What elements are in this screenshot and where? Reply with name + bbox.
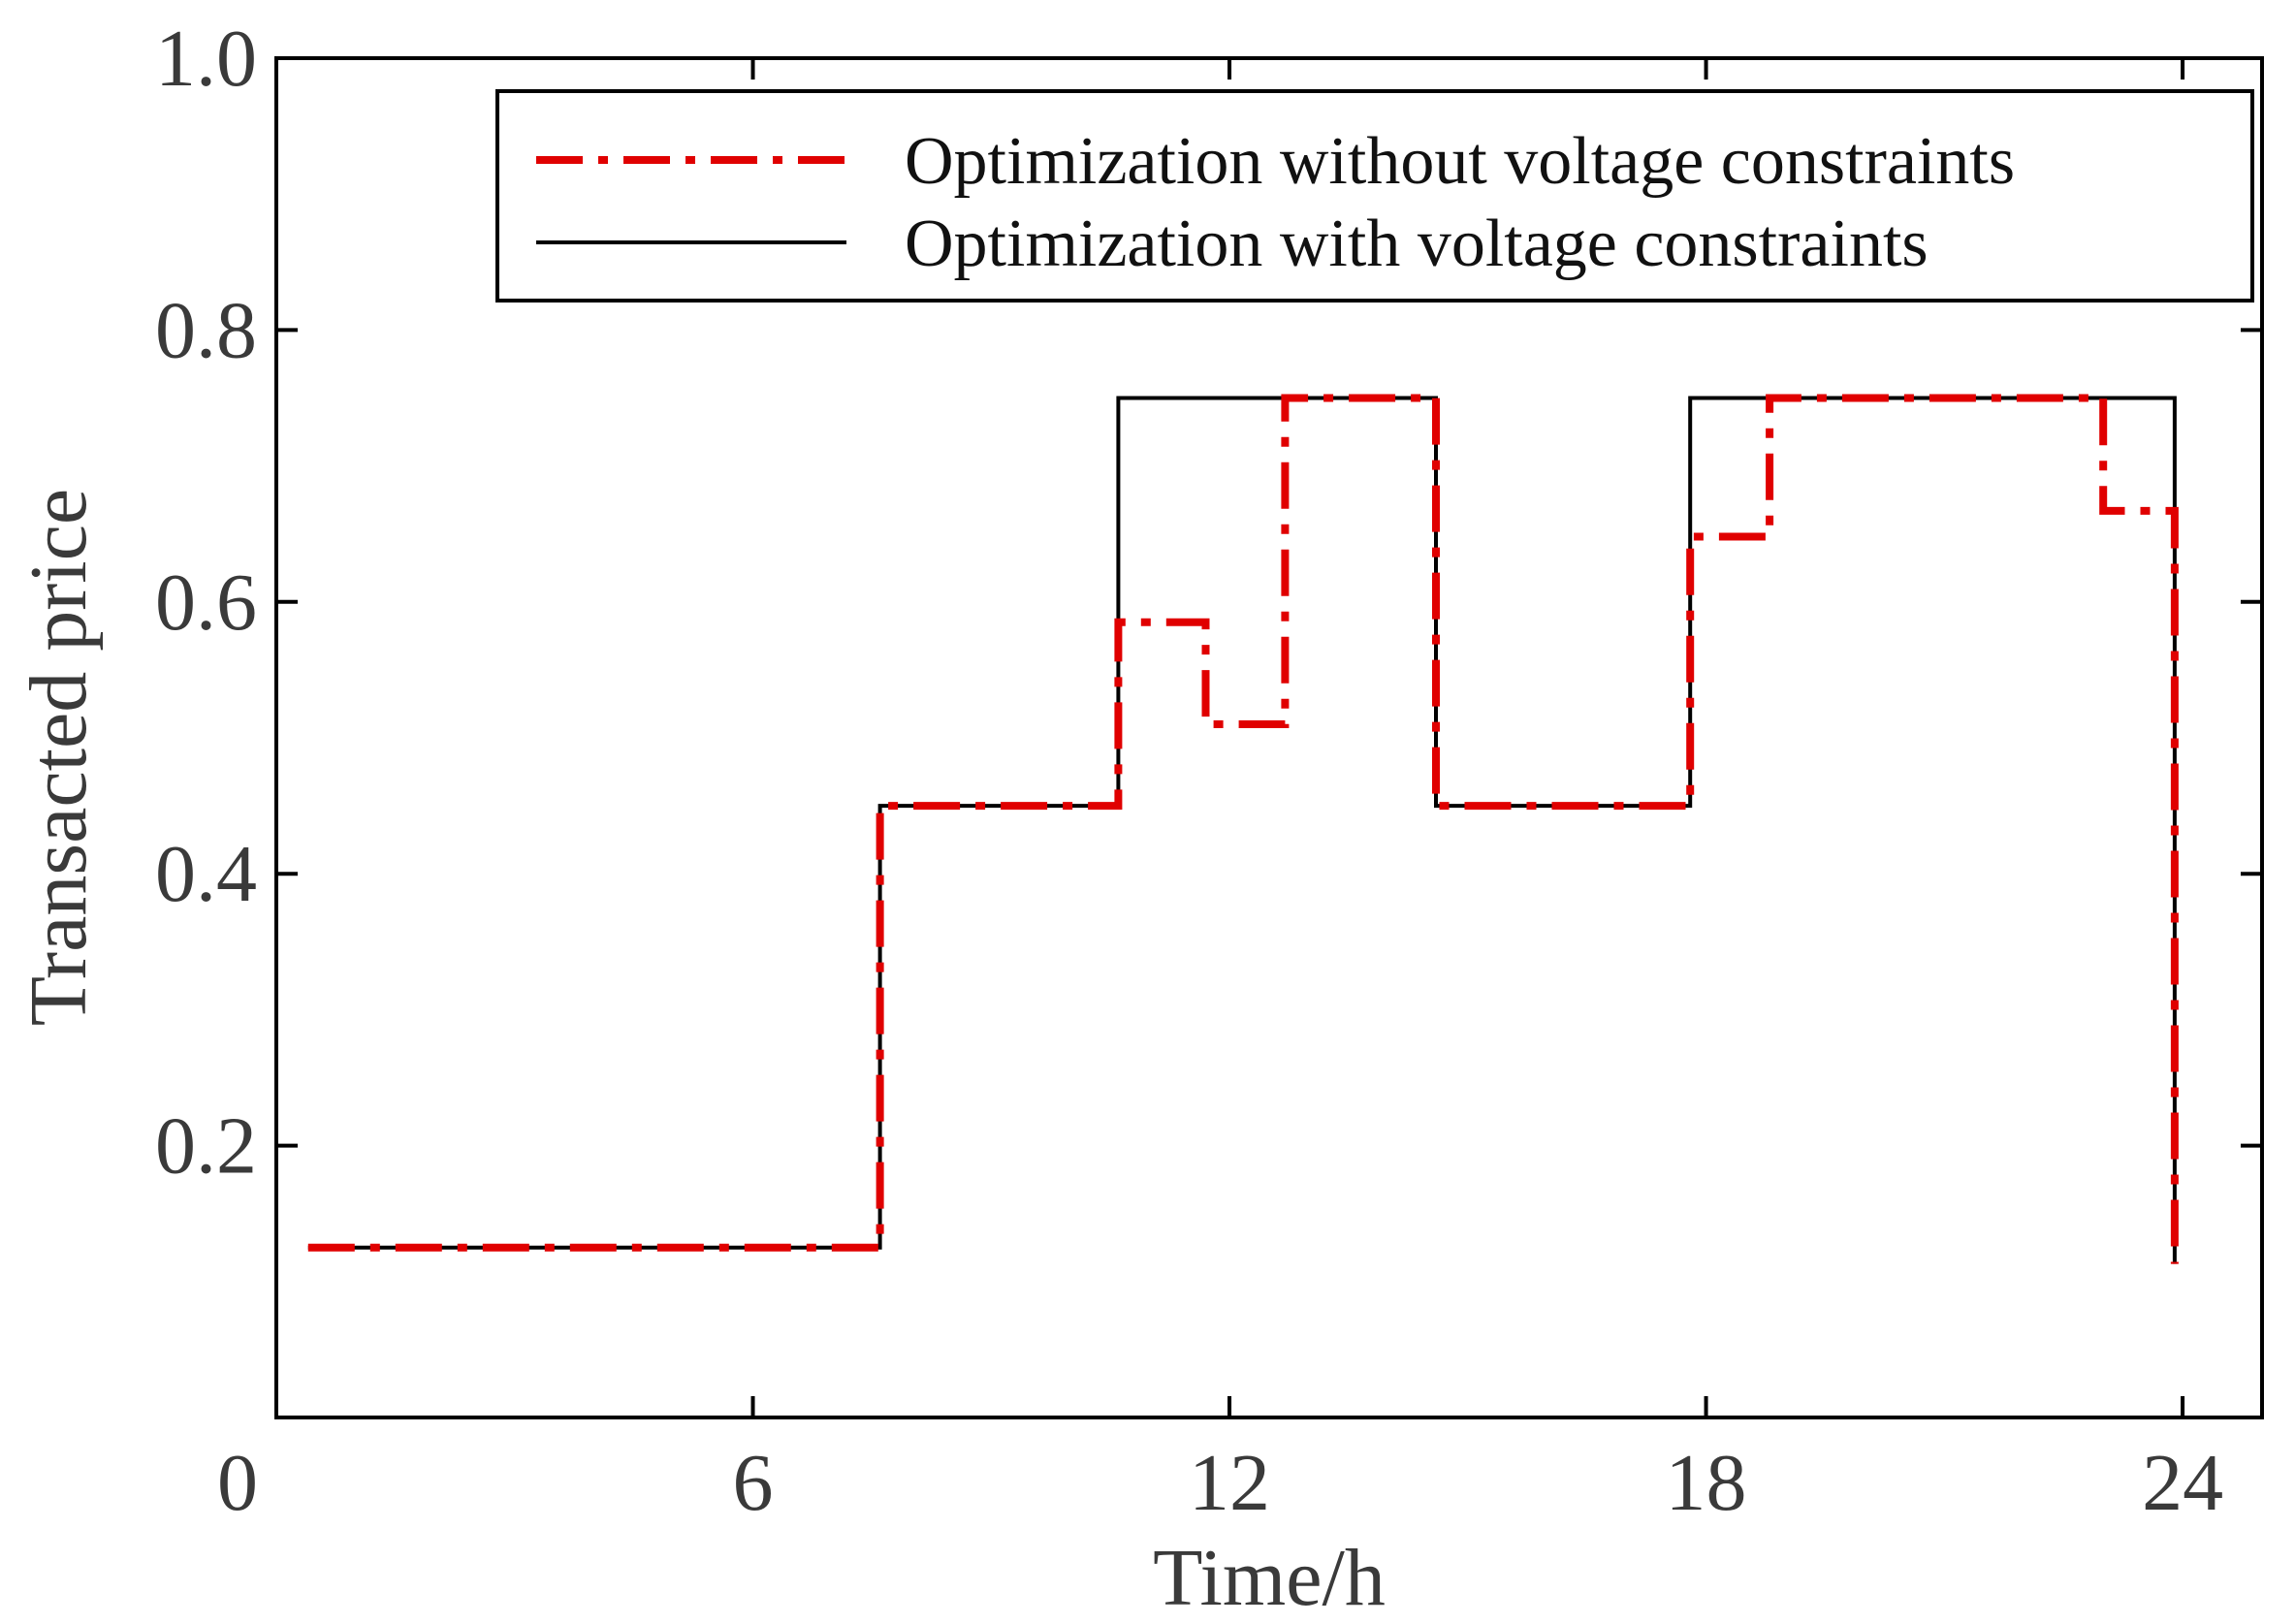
legend-box	[495, 89, 2254, 303]
x-tick-label: 18	[1666, 1438, 1747, 1528]
y-axis-title: Transacted price	[14, 489, 104, 1026]
x-tick-label: 24	[2142, 1438, 2223, 1528]
y-tick-label: 0.2	[155, 1101, 257, 1192]
y-tick-label: 1.0	[155, 14, 257, 104]
y-tick-label: 0.6	[155, 557, 257, 648]
series-layer	[307, 394, 2179, 1264]
legend-label-without-voltage: Optimization without voltage constraints	[905, 124, 2015, 199]
legend-label-with-voltage: Optimization with voltage constraints	[905, 207, 1928, 281]
x-axis-title: Time/h	[1153, 1533, 1386, 1623]
x-tick-label: 6	[733, 1438, 774, 1528]
y-tick-label: 0.4	[155, 829, 257, 919]
plot-frame	[274, 56, 2264, 1419]
y-tick-label: 0.8	[155, 285, 257, 375]
series-line-with-voltage	[307, 396, 2177, 1264]
x-tick-label: 12	[1189, 1438, 1270, 1528]
x-tick-label: 0	[217, 1438, 258, 1528]
ticks-layer: 0 6 12 18 24 0.2 0.4 0.6 0.8 1.0	[155, 14, 2262, 1528]
series-line-without-voltage	[307, 394, 2179, 1264]
legend: Optimization without voltage constraints…	[495, 89, 2254, 303]
